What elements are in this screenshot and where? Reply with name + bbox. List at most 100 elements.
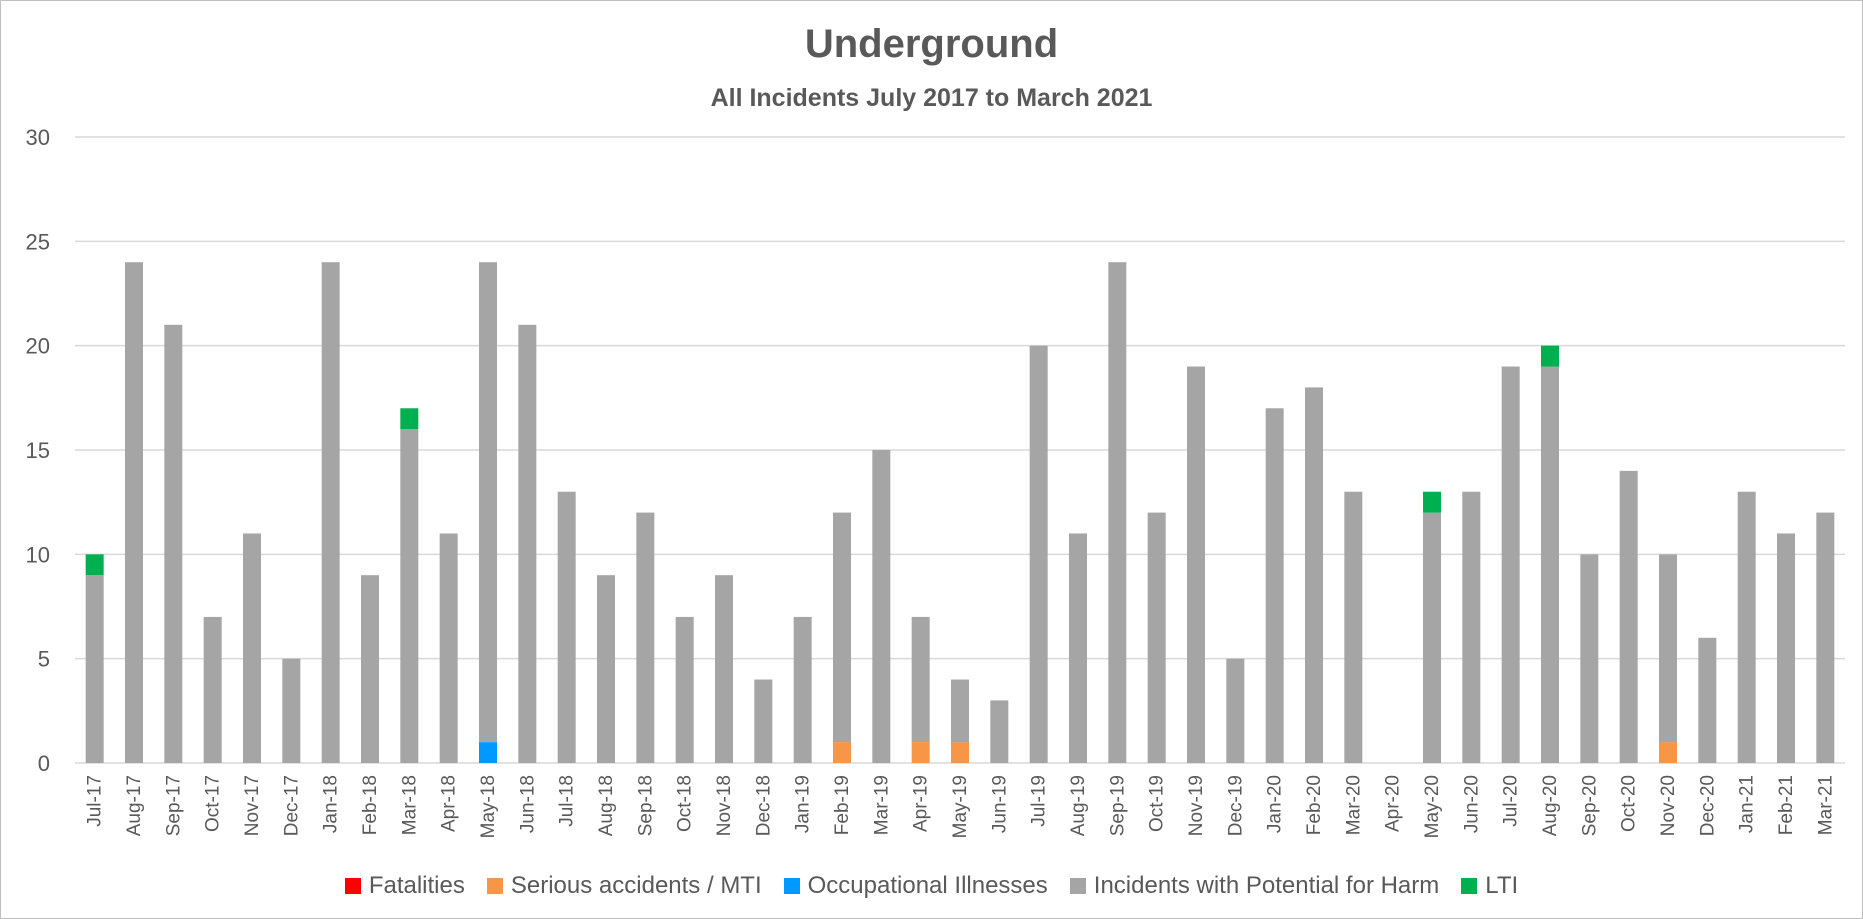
x-tick-label: Mar-19 — [871, 775, 892, 835]
x-tick-label: Oct-17 — [203, 775, 224, 832]
bar-segment — [1069, 533, 1087, 763]
bar-segment — [1541, 366, 1559, 763]
legend-swatch — [486, 878, 503, 894]
bar-segment — [1029, 345, 1048, 763]
x-tick-label: Feb-18 — [360, 775, 381, 835]
legend-item: LTI — [1461, 872, 1518, 900]
bar-segment — [1462, 491, 1481, 763]
x-tick-label: Jul-17 — [85, 775, 106, 827]
bar-segment — [400, 408, 419, 430]
x-tick-label: May-20 — [1422, 775, 1443, 838]
legend-swatch — [1069, 878, 1086, 894]
bar-segment — [911, 742, 930, 763]
bars — [85, 262, 1835, 763]
bar-segment — [1816, 512, 1835, 763]
bar-segment — [164, 324, 183, 763]
bar-segment — [439, 533, 458, 763]
bar-segment — [833, 742, 851, 763]
x-tick-label: Feb-21 — [1776, 775, 1797, 835]
bar-segment — [1344, 491, 1363, 763]
x-tick-label: May-19 — [950, 775, 971, 838]
chart-subtitle: All Incidents July 2017 to March 2021 — [710, 84, 1153, 112]
x-tick-label: Apr-20 — [1383, 775, 1404, 832]
bar-segment — [1187, 366, 1205, 763]
bar-segment — [518, 324, 537, 763]
y-tick-label: 0 — [38, 751, 50, 776]
legend-swatch — [1461, 878, 1478, 894]
bar-segment — [872, 450, 891, 763]
bar-segment — [282, 658, 301, 763]
bar-segment — [479, 742, 497, 763]
bar-segment — [479, 262, 497, 743]
bar-segment — [243, 533, 261, 763]
bar-segment — [557, 491, 576, 763]
legend: Fatalities Serious accidents / MTI Occupat… — [0, 872, 1863, 900]
x-tick-label: Oct-19 — [1147, 775, 1168, 832]
x-tick-label: Jan-20 — [1265, 775, 1286, 833]
y-axis-ticks: 0 5 10 15 20 25 30 — [26, 125, 50, 776]
x-tick-label: Feb-19 — [832, 775, 853, 835]
x-tick-label: Sep-18 — [635, 775, 656, 836]
bar-segment — [1265, 408, 1284, 763]
x-tick-label: Nov-18 — [714, 775, 735, 836]
bar-segment — [911, 616, 930, 743]
legend-label: Serious accidents / MTI — [510, 872, 762, 899]
chart-title: Underground — [804, 22, 1059, 66]
x-tick-label: Mar-21 — [1815, 775, 1836, 835]
bar-segment — [597, 575, 615, 763]
bar-segment — [1423, 512, 1441, 763]
bar-segment — [1108, 262, 1127, 763]
x-tick-label: Jun-19 — [989, 775, 1010, 833]
legend-item: Occupational Illnesses — [783, 872, 1048, 900]
bar-segment — [636, 512, 655, 763]
bar-segment — [1226, 658, 1245, 763]
x-tick-label: Sep-17 — [163, 775, 184, 836]
y-tick-label: 20 — [26, 334, 50, 359]
x-tick-label: Nov-19 — [1186, 775, 1207, 836]
x-tick-label: Oct-18 — [675, 775, 696, 832]
bar-segment — [400, 429, 419, 763]
x-tick-label: Dec-19 — [1225, 775, 1246, 836]
x-tick-label: Nov-20 — [1658, 775, 1679, 836]
x-tick-label: May-18 — [478, 775, 499, 838]
x-tick-label: Sep-20 — [1579, 775, 1600, 836]
x-tick-label: Apr-18 — [439, 775, 460, 832]
x-tick-label: Sep-19 — [1107, 775, 1128, 836]
bar-segment — [85, 554, 104, 576]
plot-area: 0 5 10 15 20 25 30 Jul-17 Aug-17 Sep-17 Oct-17 Nov… — [26, 125, 1845, 838]
x-tick-label: Jul-20 — [1501, 775, 1522, 827]
x-tick-label: Jul-18 — [557, 775, 578, 827]
bar-segment — [951, 679, 969, 743]
bar-segment — [1305, 387, 1323, 763]
x-tick-label: Nov-17 — [242, 775, 263, 836]
x-tick-label: Aug-20 — [1540, 775, 1561, 836]
bar-segment — [1659, 554, 1677, 743]
x-tick-label: Jan-19 — [793, 775, 814, 833]
bar-segment — [1698, 637, 1717, 763]
legend-item: Fatalities — [344, 872, 465, 900]
bar-segment — [1501, 366, 1520, 763]
x-tick-label: Jun-18 — [517, 775, 538, 833]
x-tick-label: Dec-17 — [281, 775, 302, 836]
x-tick-label: Mar-20 — [1343, 775, 1364, 835]
x-tick-label: Dec-18 — [753, 775, 774, 836]
x-tick-label: Aug-18 — [596, 775, 617, 836]
x-tick-label: Oct-20 — [1619, 775, 1640, 832]
bar-segment — [1147, 512, 1166, 763]
y-tick-label: 30 — [26, 125, 50, 150]
x-tick-label: Mar-18 — [399, 775, 420, 835]
bar-segment — [1659, 742, 1677, 763]
bar-segment — [754, 679, 773, 763]
bar-segment — [675, 616, 694, 763]
legend-label: LTI — [1485, 872, 1519, 899]
x-tick-label: Dec-20 — [1697, 775, 1718, 836]
bar-segment — [1580, 554, 1599, 763]
bar-segment — [715, 575, 733, 763]
legend-label: Occupational Illnesses — [807, 872, 1048, 899]
legend-item: Incidents with Potential for Harm — [1069, 872, 1440, 900]
legend-label: Incidents with Potential for Harm — [1093, 872, 1440, 899]
bar-segment — [125, 262, 143, 763]
legend-swatch — [344, 878, 361, 894]
bar-segment — [793, 616, 812, 763]
y-tick-label: 10 — [26, 542, 50, 567]
